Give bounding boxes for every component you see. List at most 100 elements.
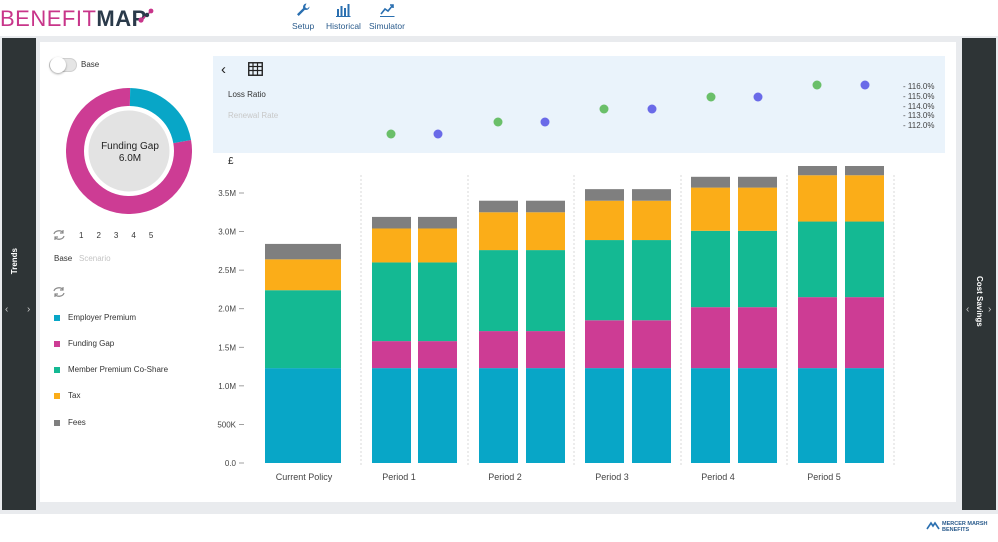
legend-member-co-share[interactable]: Member Premium Co-Share [54, 365, 168, 374]
bar-segment-member-premium-co-share[interactable] [265, 290, 341, 369]
bar-segment-fees[interactable] [798, 166, 837, 176]
loss-ratio-dot[interactable] [386, 129, 396, 139]
donut-segment-employer-premium[interactable] [66, 88, 192, 214]
bar-segment-tax[interactable] [265, 259, 341, 291]
table-grid-icon[interactable] [248, 62, 263, 76]
bar-segment-tax[interactable] [585, 200, 624, 241]
ratio-chart-panel [213, 56, 945, 153]
bar-segment-employer-premium[interactable] [632, 368, 671, 463]
bar-segment-funding-gap[interactable] [372, 341, 411, 369]
refresh-icon[interactable] [52, 229, 66, 241]
ratio-tick: - 113.0% [903, 111, 935, 121]
ratio-tick: - 116.0% [903, 82, 935, 91]
bar-segment-funding-gap[interactable] [798, 297, 837, 369]
loss-ratio-dot[interactable] [812, 80, 822, 90]
scenario-4[interactable]: 4 [131, 231, 136, 240]
renewal-rate-dot[interactable] [540, 117, 550, 127]
renewal-rate-dot[interactable] [753, 92, 763, 102]
nav-simulator[interactable]: Simulator [369, 2, 405, 31]
bar-segment-funding-gap[interactable] [526, 331, 565, 369]
bar-segment-tax[interactable] [372, 228, 411, 263]
mercer-marsh-logo: MERCER MARSH BENEFITS [942, 521, 988, 533]
bar-segment-member-premium-co-share[interactable] [526, 250, 565, 332]
bar-segment-fees[interactable] [845, 166, 884, 176]
bar-segment-funding-gap[interactable] [738, 307, 777, 369]
app-logo[interactable]: BENEFITMAP [0, 6, 147, 32]
bar-segment-employer-premium[interactable] [265, 368, 341, 463]
bar-segment-tax[interactable] [526, 212, 565, 251]
nav-historical[interactable]: Historical [326, 2, 361, 31]
refresh-icon[interactable] [52, 286, 66, 298]
bar-segment-fees[interactable] [526, 200, 565, 213]
nav-simulator-label: Simulator [369, 21, 405, 31]
bar-segment-tax[interactable] [418, 228, 457, 263]
bar-segment-tax[interactable] [738, 187, 777, 231]
funding-gap-donut[interactable] [66, 88, 192, 214]
bar-segment-fees[interactable] [738, 176, 777, 188]
bar-segment-fees[interactable] [632, 189, 671, 201]
bar-segment-fees[interactable] [585, 189, 624, 201]
bar-segment-member-premium-co-share[interactable] [691, 230, 730, 308]
legend-funding-gap[interactable]: Funding Gap [54, 339, 114, 348]
loss-ratio-label[interactable]: Loss Ratio [228, 90, 266, 99]
bar-segment-employer-premium[interactable] [479, 368, 518, 463]
bar-segment-funding-gap[interactable] [418, 341, 457, 369]
ratio-tick: - 114.0% [903, 101, 935, 111]
bar-segment-employer-premium[interactable] [372, 368, 411, 463]
bar-segment-funding-gap[interactable] [691, 307, 730, 369]
bar-segment-employer-premium[interactable] [526, 368, 565, 463]
nav-setup-label: Setup [292, 21, 315, 31]
renewal-rate-label[interactable]: Renewal Rate [228, 111, 279, 120]
scenario-option[interactable]: Scenario [79, 254, 111, 263]
back-chevron-icon[interactable]: ‹ [221, 61, 226, 78]
scenario-3[interactable]: 3 [113, 231, 119, 240]
bar-segment-fees[interactable] [372, 216, 411, 229]
bar-segment-funding-gap[interactable] [632, 320, 671, 369]
bar-segment-employer-premium[interactable] [845, 368, 884, 463]
logo-molecule-icon [138, 8, 154, 23]
scenario-1[interactable]: 1 [79, 231, 84, 240]
loss-ratio-dot[interactable] [706, 92, 716, 102]
bar-segment-tax[interactable] [479, 212, 518, 251]
bar-segment-employer-premium[interactable] [691, 368, 730, 463]
bar-segment-tax[interactable] [691, 187, 730, 231]
renewal-rate-dot[interactable] [433, 129, 443, 139]
base-option[interactable]: Base [54, 254, 73, 263]
bar-segment-employer-premium[interactable] [585, 368, 624, 463]
bar-segment-employer-premium[interactable] [738, 368, 777, 463]
bar-segment-member-premium-co-share[interactable] [372, 262, 411, 342]
legend-label: Funding Gap [68, 339, 115, 348]
base-toggle[interactable] [49, 57, 77, 73]
bar-segment-funding-gap[interactable] [479, 331, 518, 369]
bar-segment-funding-gap[interactable] [585, 320, 624, 369]
bar-segment-employer-premium[interactable] [798, 368, 837, 463]
renewal-rate-dot[interactable] [860, 80, 870, 90]
bar-segment-tax[interactable] [845, 175, 884, 222]
cost-savings-tab[interactable]: ‹ Cost Savings › [962, 38, 996, 510]
bar-segment-member-premium-co-share[interactable] [418, 262, 457, 342]
scenario-2[interactable]: 2 [96, 231, 101, 240]
bar-segment-fees[interactable] [691, 176, 730, 188]
bar-segment-member-premium-co-share[interactable] [479, 250, 518, 332]
legend-fees[interactable]: Fees [54, 418, 86, 427]
bar-segment-fees[interactable] [265, 243, 341, 260]
bar-segment-member-premium-co-share[interactable] [632, 240, 671, 321]
nav-setup[interactable]: Setup [292, 2, 314, 31]
loss-ratio-dot[interactable] [493, 117, 503, 127]
bar-segment-fees[interactable] [418, 216, 457, 229]
bar-segment-tax[interactable] [798, 175, 837, 222]
bar-segment-tax[interactable] [632, 200, 671, 241]
bar-segment-member-premium-co-share[interactable] [798, 221, 837, 298]
bar-segment-member-premium-co-share[interactable] [738, 230, 777, 308]
bar-segment-member-premium-co-share[interactable] [845, 221, 884, 298]
bar-segment-member-premium-co-share[interactable] [585, 240, 624, 321]
bar-segment-fees[interactable] [479, 200, 518, 213]
trends-tab[interactable]: ‹ Trends › [2, 38, 36, 510]
loss-ratio-dot[interactable] [599, 104, 609, 114]
scenario-5[interactable]: 5 [148, 231, 154, 240]
legend-tax[interactable]: Tax [54, 391, 80, 400]
bar-segment-employer-premium[interactable] [418, 368, 457, 463]
bar-segment-funding-gap[interactable] [845, 297, 884, 369]
renewal-rate-dot[interactable] [647, 104, 657, 114]
legend-employer-premium[interactable]: Employer Premium [54, 313, 136, 322]
